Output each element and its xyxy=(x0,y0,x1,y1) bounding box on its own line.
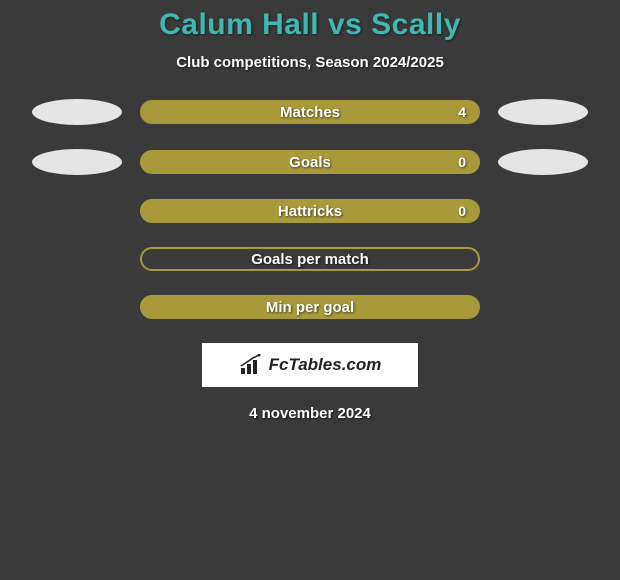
stat-row: Hattricks 0 xyxy=(0,199,620,223)
stat-row: Matches 4 xyxy=(0,99,620,125)
ellipse-right xyxy=(498,149,588,175)
stat-row: Min per goal xyxy=(0,295,620,319)
stat-bar: Goals per match xyxy=(140,247,480,271)
bar-chart-icon xyxy=(239,354,265,376)
logo-box: FcTables.com xyxy=(202,343,418,387)
ellipse-right xyxy=(498,99,588,125)
stat-value: 0 xyxy=(458,154,466,170)
stat-bar: Matches 4 xyxy=(140,100,480,124)
subtitle: Club competitions, Season 2024/2025 xyxy=(0,54,620,71)
ellipse-left xyxy=(32,149,122,175)
stat-value: 0 xyxy=(458,203,466,219)
infographic-container: Calum Hall vs Scally Club competitions, … xyxy=(0,0,620,422)
stat-bar: Min per goal xyxy=(140,295,480,319)
stat-label: Min per goal xyxy=(266,299,354,316)
ellipse-left xyxy=(32,99,122,125)
page-title: Calum Hall vs Scally xyxy=(0,8,620,42)
stat-bar: Hattricks 0 xyxy=(140,199,480,223)
date-text: 4 november 2024 xyxy=(0,405,620,422)
logo-text: FcTables.com xyxy=(269,355,382,375)
stat-label: Matches xyxy=(280,104,340,121)
stat-row: Goals 0 xyxy=(0,149,620,175)
stat-label: Hattricks xyxy=(278,203,342,220)
stat-row: Goals per match xyxy=(0,247,620,271)
stat-label: Goals per match xyxy=(251,251,369,268)
stat-value: 4 xyxy=(458,104,466,120)
stat-rows: Matches 4 Goals 0 Hattricks 0 Goals per match M… xyxy=(0,99,620,319)
stat-label: Goals xyxy=(289,154,331,171)
stat-bar: Goals 0 xyxy=(140,150,480,174)
